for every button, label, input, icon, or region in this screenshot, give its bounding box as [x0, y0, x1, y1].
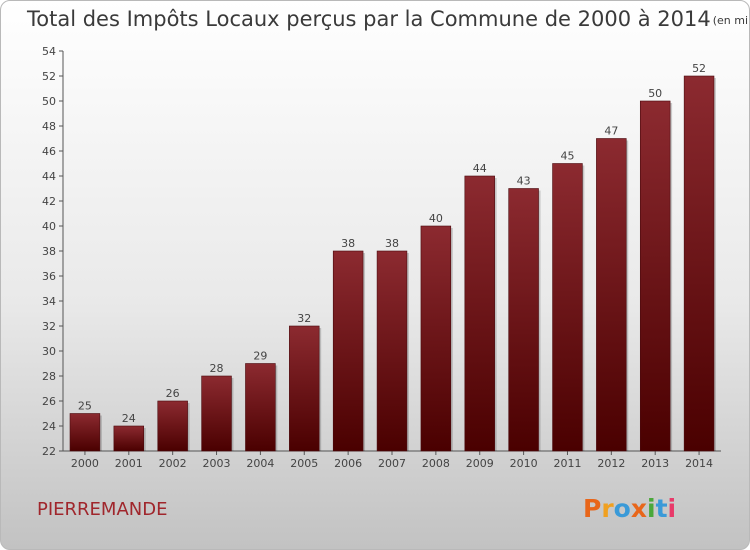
- bar-2003: [201, 375, 232, 452]
- bar-2009: [464, 175, 495, 452]
- x-tick-label: 2007: [378, 457, 406, 470]
- bar-2002: [157, 400, 188, 452]
- data-label-2001: 24: [122, 412, 136, 425]
- data-label-2006: 38: [341, 237, 355, 250]
- data-label-2002: 26: [166, 387, 180, 400]
- y-tick-label: 24: [42, 420, 56, 433]
- y-tick-label: 28: [42, 370, 56, 383]
- y-tick-label: 34: [42, 295, 56, 308]
- data-label-2011: 45: [560, 150, 574, 163]
- x-tick-label: 2004: [246, 457, 274, 470]
- value-labels: 25 24 26 28 29 32 38 38 40 44 43 45 47 50 52: [78, 62, 706, 425]
- chart-subtitle: (en milliers d'€): [713, 14, 749, 27]
- y-tick-label: 40: [42, 220, 56, 233]
- data-label-2009: 44: [473, 162, 487, 175]
- logo-letter: t: [656, 494, 668, 523]
- data-label-2007: 38: [385, 237, 399, 250]
- y-tick-label: 52: [42, 70, 56, 83]
- y-tick-label: 44: [42, 170, 56, 183]
- bar-2005: [289, 325, 320, 452]
- x-tick-label: 2014: [685, 457, 713, 470]
- data-label-2005: 32: [297, 312, 311, 325]
- axes: 22 24 26 28 30 32 34 36 38 40 42 44 46 48 50 52 54 2000 20…: [42, 45, 721, 470]
- data-label-2000: 25: [78, 400, 92, 413]
- y-tick-label: 46: [42, 145, 56, 158]
- y-tick-label: 48: [42, 120, 56, 133]
- bar-2012: [596, 138, 627, 452]
- y-tick-label: 26: [42, 395, 56, 408]
- data-label-2003: 28: [210, 362, 224, 375]
- bar-2011: [552, 163, 583, 452]
- bar-2010: [508, 188, 539, 452]
- x-tick-label: 2012: [597, 457, 625, 470]
- y-tick-label: 38: [42, 245, 56, 258]
- logo-letter: o: [614, 494, 631, 523]
- data-label-2010: 43: [517, 175, 531, 188]
- proxiti-logo: Proxiti: [583, 494, 676, 523]
- logo-letter: i: [647, 494, 656, 523]
- bar-2006: [332, 250, 364, 452]
- data-label-2008: 40: [429, 212, 443, 225]
- bar-2013: [639, 100, 671, 452]
- x-tick-label: 2001: [115, 457, 143, 470]
- x-tick-label: 2011: [553, 457, 581, 470]
- logo-letter: i: [668, 494, 677, 523]
- bar-2008: [420, 225, 452, 452]
- y-tick-label: 54: [42, 45, 56, 58]
- x-tick-label: 2002: [159, 457, 187, 470]
- data-label-2013: 50: [648, 87, 662, 100]
- data-label-2014: 52: [692, 62, 706, 75]
- bar-2000: [69, 413, 101, 452]
- data-label-2012: 47: [604, 125, 618, 138]
- x-tick-label: 2008: [422, 457, 450, 470]
- bar-2001: [113, 425, 145, 452]
- y-tick-label: 50: [42, 95, 56, 108]
- logo-letter: P: [583, 494, 601, 523]
- y-tick-label: 32: [42, 320, 56, 333]
- logo-letter: x: [631, 494, 647, 523]
- x-tick-label: 2009: [466, 457, 494, 470]
- data-label-2004: 29: [253, 350, 267, 363]
- bar-2004: [245, 363, 276, 452]
- y-tick-label: 42: [42, 195, 56, 208]
- x-tick-label: 2006: [334, 457, 362, 470]
- bar-2014: [683, 75, 715, 452]
- x-tick-label: 2003: [203, 457, 231, 470]
- place-name: PIERREMANDE: [37, 499, 167, 520]
- logo-letter: r: [601, 494, 614, 523]
- chart-title: Total des Impôts Locaux perçus par la Co…: [26, 7, 749, 31]
- x-tick-label: 2013: [641, 457, 669, 470]
- x-tick-label: 2010: [510, 457, 538, 470]
- y-tick-label: 22: [42, 445, 56, 458]
- y-tick-label: 36: [42, 270, 56, 283]
- y-tick-label: 30: [42, 345, 56, 358]
- bar-2007: [376, 250, 408, 452]
- bars: [69, 75, 716, 452]
- x-tick-label: 2000: [71, 457, 99, 470]
- x-tick-label: 2005: [290, 457, 318, 470]
